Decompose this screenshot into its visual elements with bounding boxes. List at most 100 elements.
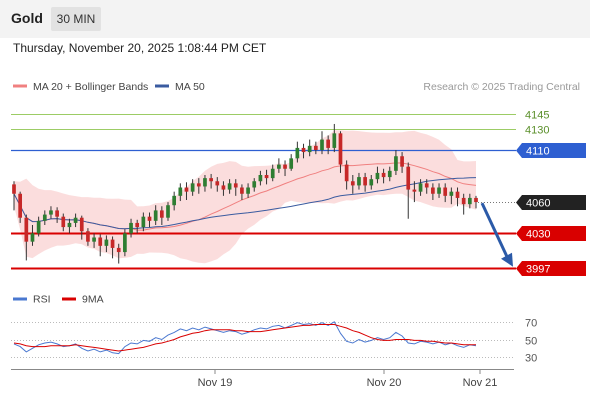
candle-body [86, 231, 90, 242]
candle-body [406, 166, 411, 190]
candle-body [437, 187, 441, 194]
candle-body [49, 210, 53, 215]
candle-body [12, 184, 16, 194]
candle-body [24, 217, 29, 242]
chart-header: Gold 30 MIN [0, 0, 590, 38]
candle-body [431, 187, 435, 194]
candle-body [350, 181, 355, 186]
candle-body [172, 195, 177, 206]
legend-rsi-swatch [13, 297, 27, 301]
legend-rsi-label: RSI [33, 294, 51, 306]
price-levels [11, 114, 516, 270]
candle-body [474, 197, 478, 203]
candle-body [394, 156, 398, 171]
candle-body [400, 156, 404, 167]
timeframe-button[interactable]: 30 MIN [51, 7, 101, 31]
projection-arrow-head [501, 252, 513, 267]
candle-body [92, 237, 96, 242]
candle-body [61, 216, 66, 228]
time-axis-labels: Nov 19 Nov 20 Nov 21 [198, 370, 498, 389]
candle-body [166, 205, 170, 218]
candle-body [184, 187, 189, 192]
legend-ma50-label: MA 50 [175, 81, 205, 93]
candle-body [246, 187, 250, 194]
candle-body [295, 147, 300, 159]
candle-body [375, 172, 380, 180]
level-tag-4060 [516, 195, 586, 210]
level-label-4130: 4130 [525, 125, 549, 137]
candle-body [357, 177, 361, 186]
rsi-tick-50: 50 [525, 336, 537, 348]
candle-body [240, 187, 244, 194]
level-label-4110: 4110 [526, 146, 550, 158]
candle-body [283, 164, 287, 169]
candle-body [36, 220, 41, 234]
candle-body [203, 178, 207, 187]
candle-body [67, 222, 72, 228]
candle-body [313, 145, 318, 150]
rsi-tick-70: 70 [525, 318, 537, 330]
rsi-series-rsi [13, 321, 477, 355]
candle-body [461, 197, 466, 205]
candle-body [449, 191, 454, 196]
candle-body [30, 233, 35, 242]
time-label: Nov 19 [198, 377, 233, 389]
candlesticks [12, 123, 478, 264]
candle-body [264, 175, 269, 179]
candle-body [196, 183, 201, 187]
price-level-labels: 4145 4130 4110 4060 4030 3997 [516, 110, 586, 276]
instrument-name: Gold [11, 10, 43, 26]
candle-body [135, 222, 140, 228]
candle-body [289, 158, 294, 169]
legend-ma50-swatch [155, 84, 169, 88]
level-tag-4030 [516, 226, 586, 241]
level-tag-4110 [516, 143, 586, 158]
candle-body [209, 178, 213, 182]
candle-body [424, 183, 429, 188]
candle-body [387, 170, 392, 178]
projection-arrow-shaft [480, 202, 509, 258]
candle-body [277, 164, 281, 169]
projection-arrow [480, 202, 513, 267]
candle-body [326, 139, 331, 148]
candle-body [153, 210, 158, 221]
credit-text: Research © 2025 Trading Central [423, 81, 580, 93]
candle-body [332, 133, 337, 148]
candle-body [18, 193, 23, 218]
legend-ma20-label: MA 20 + Bollinger Bands [33, 81, 148, 93]
candle-body [73, 217, 78, 223]
candle-body [79, 217, 84, 232]
time-label: Nov 21 [463, 377, 498, 389]
candle-body [141, 216, 146, 228]
candle-body [98, 237, 103, 246]
candle-body [55, 210, 59, 217]
candle-body [344, 164, 349, 182]
candle-body [338, 133, 343, 165]
candle-body [443, 187, 448, 196]
candle-body [221, 185, 226, 190]
rsi-tick-30: 30 [525, 353, 537, 365]
candle-body [369, 179, 374, 186]
legend-9ma-label: 9MA [82, 294, 104, 306]
candle-body [110, 239, 115, 248]
legend-9ma-swatch [62, 297, 76, 301]
level-label-4060: 4060 [526, 198, 550, 210]
candle-body [252, 181, 257, 188]
candle-body [412, 189, 417, 192]
candle-body [320, 139, 324, 150]
chart-datetime: Thursday, November 20, 2025 1:08:44 PM C… [13, 41, 267, 55]
candle-body [381, 172, 386, 178]
candle-body [116, 247, 121, 253]
candle-body [190, 183, 195, 192]
candle-body [147, 216, 152, 221]
candle-body [123, 233, 127, 253]
level-label-3997: 3997 [526, 264, 550, 276]
candle-body [42, 214, 47, 221]
candle-body [301, 147, 306, 153]
candle-body [233, 183, 238, 188]
candle-body [258, 175, 263, 182]
candle-body [104, 239, 109, 246]
candle-body [455, 191, 460, 198]
candle-body [227, 183, 232, 190]
